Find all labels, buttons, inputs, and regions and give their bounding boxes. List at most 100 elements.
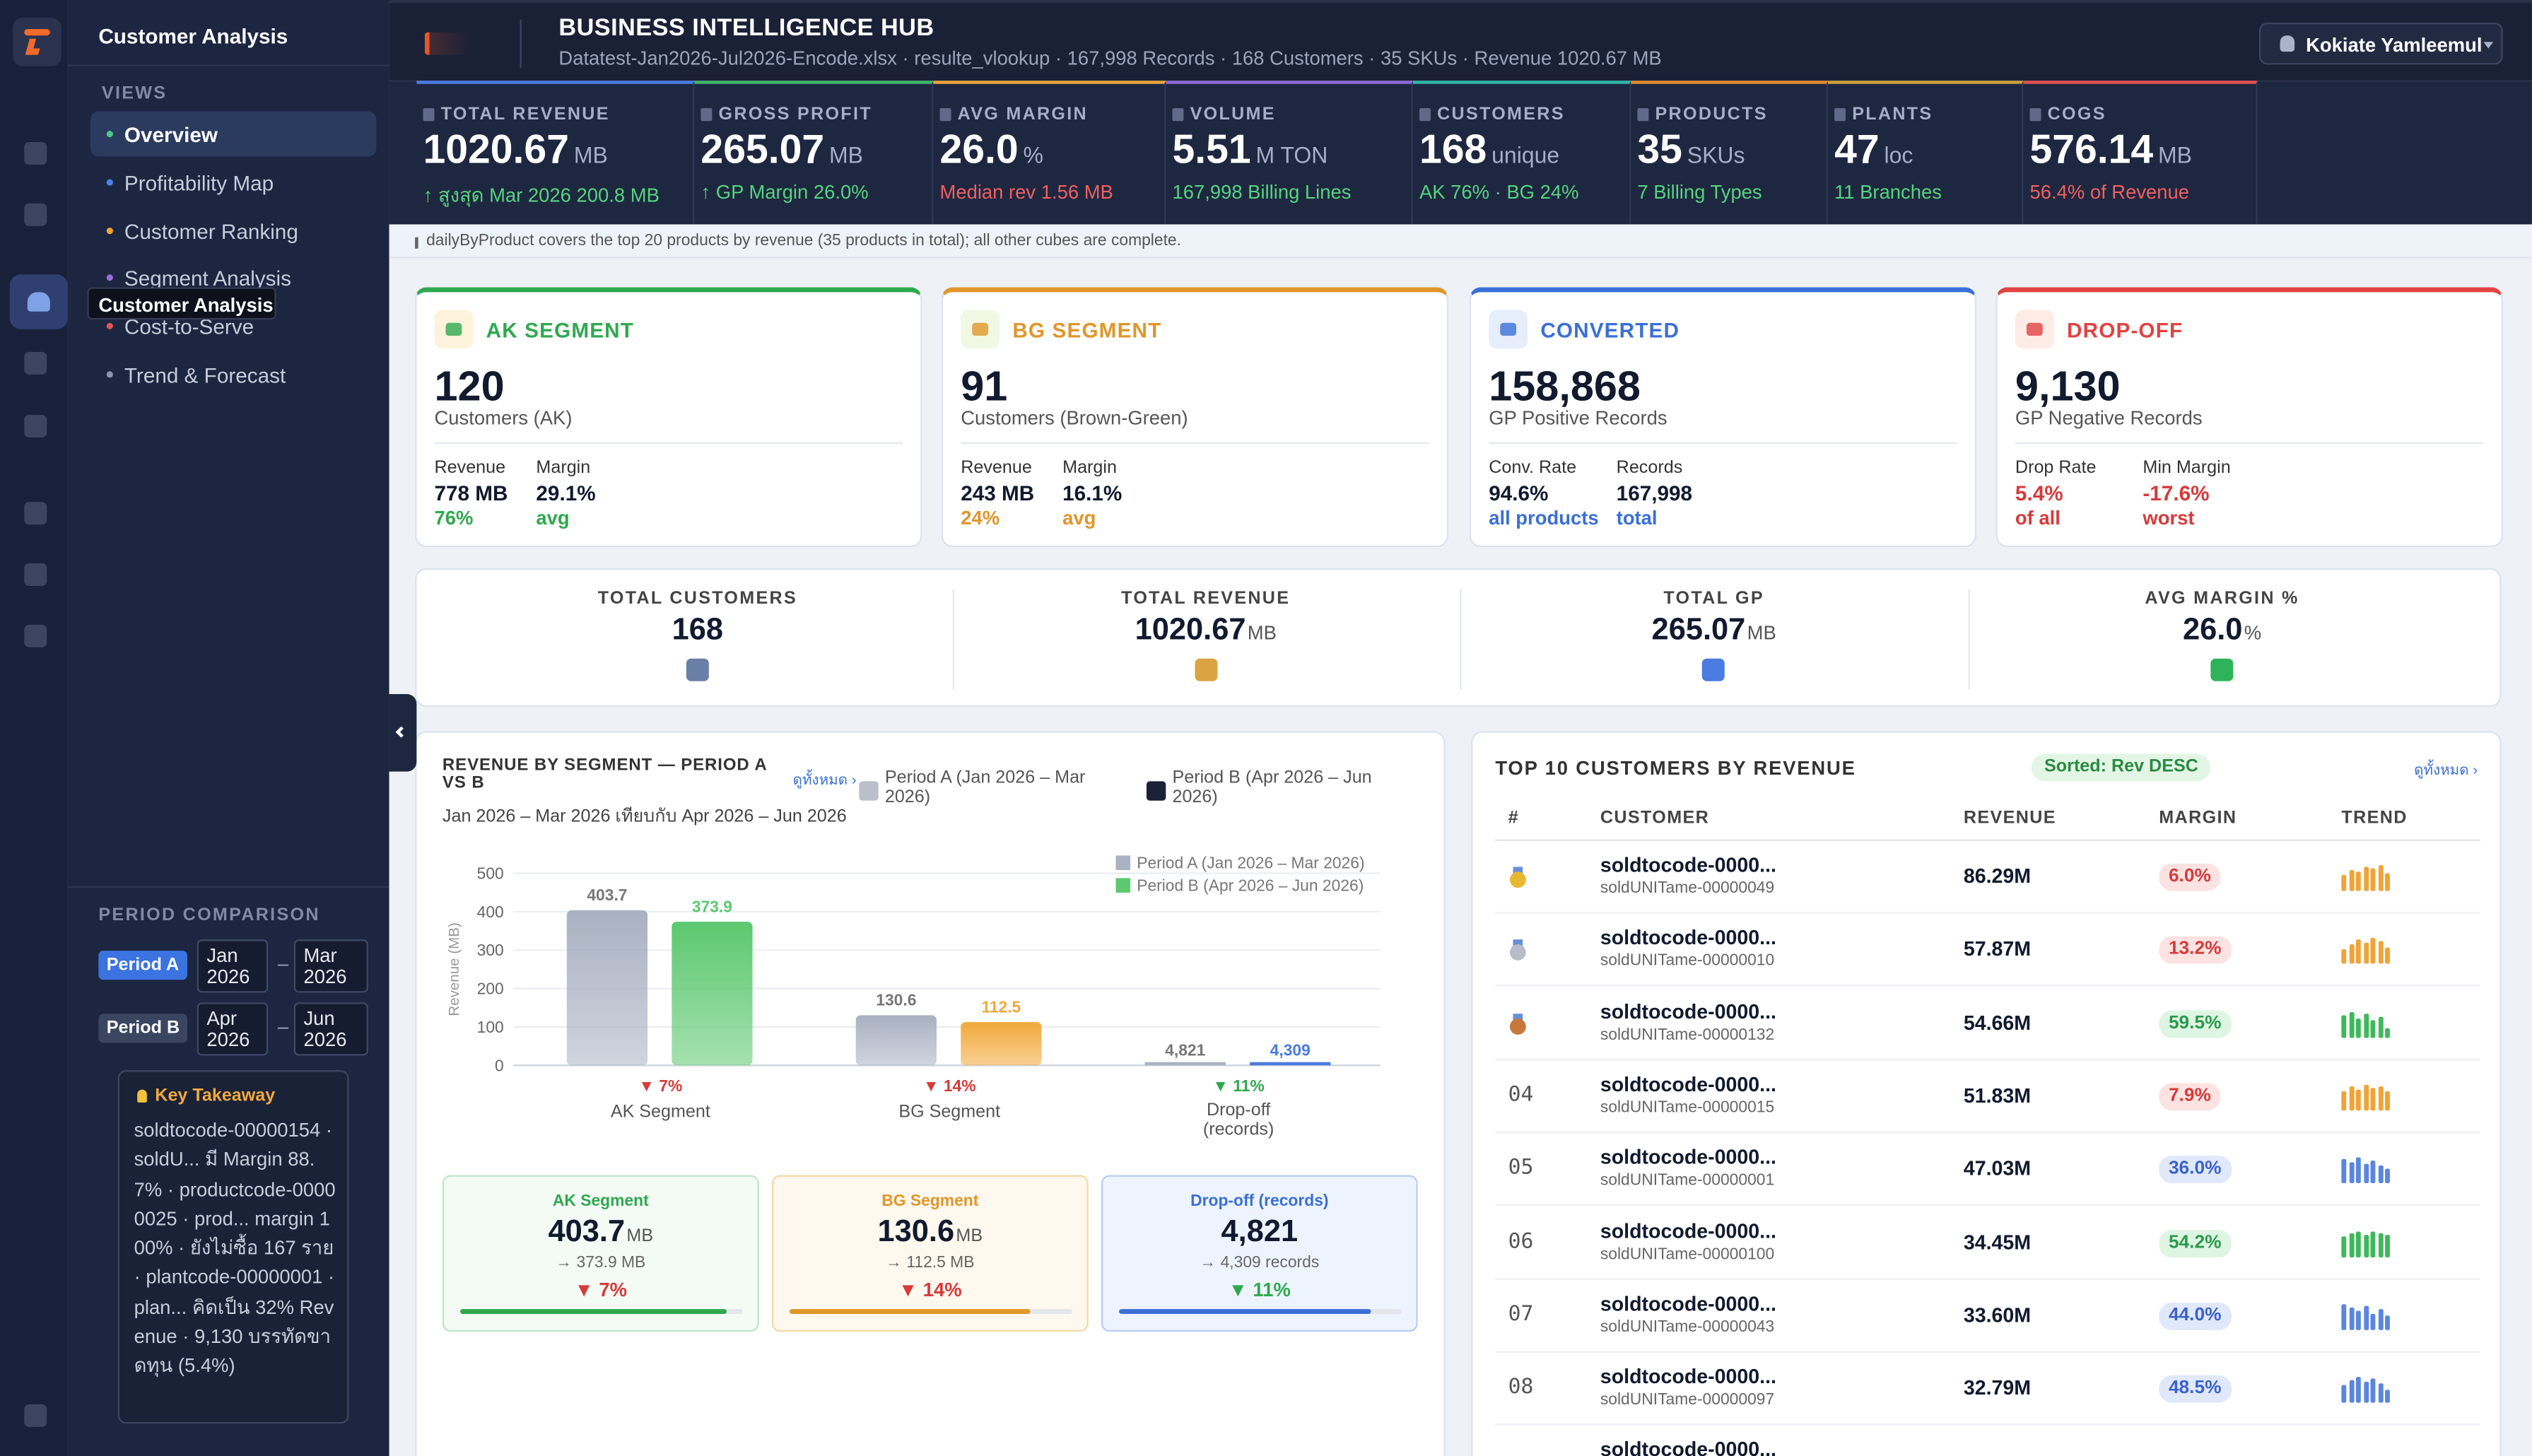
takeaway-text: soldtocode-00000154 · soldU... มี Margin… [134,1118,336,1378]
legend-label: Period B (Apr 2026 – Jun 2026) [1172,768,1372,807]
total-unit: % [2244,621,2262,645]
rail-icon[interactable] [24,414,47,438]
revenue: 86.29M [1963,865,2032,888]
table-row: 06 soldtocode-0000... soldUNITame-00000100… [1495,1207,2480,1279]
kpi-unit: SKUs [1687,141,1745,168]
rail-icon[interactable] [24,502,47,525]
change-label: ▼ 11% [1212,1076,1264,1095]
metric-note: total [1616,507,1658,530]
trend-bar [2355,871,2361,891]
metric-note: worst [2143,507,2195,530]
metric-note: 76% [434,507,474,530]
table-title: TOP 10 CUSTOMERS BY REVENUE [1495,757,1856,780]
table-panel: TOP 10 CUSTOMERS BY REVENUE Sorted: Rev D… [1471,731,2502,1456]
segment-value: 9,130 [2015,361,2121,411]
summary-compare: → 4,309 records [1200,1254,1320,1272]
view-all-link[interactable]: ดูทั้งหมด › [792,771,857,788]
trend-bar [2377,941,2383,965]
trend-bar [2341,1235,2347,1257]
collapse-button[interactable] [389,694,417,772]
summary-compare: → 112.5 MB [886,1254,975,1272]
record-bar [1250,1062,1331,1066]
customer-code: soldtocode-0000... [1600,854,1776,877]
trend-bar [2370,1161,2376,1184]
segment-title: DROP-OFF [2067,317,2184,343]
segment-caption: GP Positive Records [1489,406,1668,430]
medal-disc [1509,1018,1526,1034]
rail-icon[interactable] [24,563,47,587]
rail-icon[interactable] [24,351,47,375]
nav-label: Profitability Map [124,170,274,195]
value-label: 130.6 [876,991,916,1009]
kpi-unit: % [1023,141,1044,168]
metric-note: 24% [961,507,1000,530]
rail-icon[interactable] [24,203,47,226]
summary-change: ▼ 14% [898,1278,962,1301]
legend-label: Period A (Jan 2026 – Mar 2026) [884,768,1086,807]
kpi-strip: TOTAL REVENUE 1020.67 MB ↑ สูงสุด Mar 2026 … [389,81,2532,225]
nav-item[interactable]: Customer Ranking [90,208,376,253]
trend-bar [2377,1016,2383,1038]
metric-value: 94.6% [1489,481,1549,505]
customer-code: soldtocode-0000... [1600,1366,1776,1389]
revenue: 32.79M [1963,1377,2032,1400]
kpi-card: CUSTOMERS 168 unique AK 76% · BG 24% [1412,81,1631,225]
nav-item[interactable]: Trend & Forecast [90,352,376,397]
margin-badge: 44.0% [2159,1302,2232,1330]
table-row: soldtocode-0000... [1495,1426,2480,1456]
trend-bar [2348,1232,2354,1257]
trend-bar [2377,1383,2383,1403]
segment-icon [961,310,1000,349]
period-start[interactable]: Apr 2026 [197,1002,269,1056]
user-menu[interactable]: Kokiate Yamleemul [2258,22,2503,65]
margin-badge: 54.2% [2159,1229,2232,1257]
segment-value: 158,868 [1489,361,1641,411]
metric-value: 243 MB [961,481,1035,505]
progress-track [460,1309,743,1315]
kpi-label: CUSTOMERS [1437,105,1565,124]
trend-bar [2385,1091,2390,1111]
divider [952,589,954,690]
metric-note: all products [1489,507,1599,530]
notice-icon [415,237,418,249]
total-value-row: 26.0% [2061,613,2384,649]
divider [961,442,1429,445]
rail-icon[interactable] [24,141,47,165]
trend-bar [2377,865,2383,891]
nav-item[interactable]: Profitability Map [90,160,376,205]
rank: 06 [1508,1229,1534,1254]
period-start[interactable]: Jan 2026 [197,939,269,993]
kpi-icon [701,108,713,122]
segment-title: BG SEGMENT [1012,317,1162,343]
kpi-card: PLANTS 47 loc 11 Branches [1827,81,2024,225]
x-tick-label: AK Segment [611,1101,710,1121]
total-label: TOTAL CUSTOMERS [597,589,798,609]
kpi-unit: loc [1884,141,1913,168]
customer-name: soldUNITame-00000043 [1600,1318,1775,1337]
nav-item[interactable]: Overview [90,111,377,157]
record-label: 4,309 [1270,1041,1311,1059]
view-all-link[interactable]: ดูทั้งหมด › [2414,761,2478,778]
legend-swatch [1146,781,1166,801]
kpi-value: 5.51 [1172,127,1251,173]
kpi-label: PLANTS [1852,105,1933,124]
trend-bar [2363,1382,2369,1403]
total-value: 26.0 [2182,613,2243,647]
divider [2015,442,2484,445]
kpi-note: ↑ GP Margin 26.0% [701,180,869,204]
segment-icon-glyph [445,322,462,336]
nav-item[interactable]: Segment Analysis [90,256,376,301]
nav-dot [106,275,113,282]
rail-icon[interactable] [24,624,47,647]
user-icon [2280,35,2295,52]
kpi-card: GROSS PROFIT 265.07 MB ↑ GP Margin 26.0% [694,81,934,225]
period-end[interactable]: Jun 2026 [293,1002,368,1056]
metric-label: Drop Rate [2015,458,2097,479]
period-end[interactable]: Mar 2026 [293,939,368,993]
segment-icon-glyph [1500,322,1517,336]
rail-icon-active[interactable] [9,274,68,329]
rail-icon[interactable] [24,1404,47,1427]
divider [67,64,389,66]
total-value: 265.07 [1651,613,1746,647]
segment-card: DROP-OFF 9,130 GP Negative Records Drop Rat… [1995,287,2503,548]
